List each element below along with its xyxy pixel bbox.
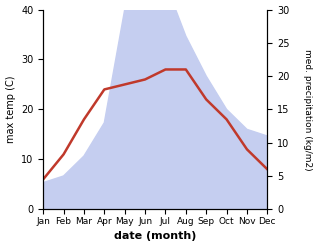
X-axis label: date (month): date (month)	[114, 231, 197, 242]
Y-axis label: med. precipitation (kg/m2): med. precipitation (kg/m2)	[303, 49, 313, 170]
Y-axis label: max temp (C): max temp (C)	[5, 76, 16, 143]
